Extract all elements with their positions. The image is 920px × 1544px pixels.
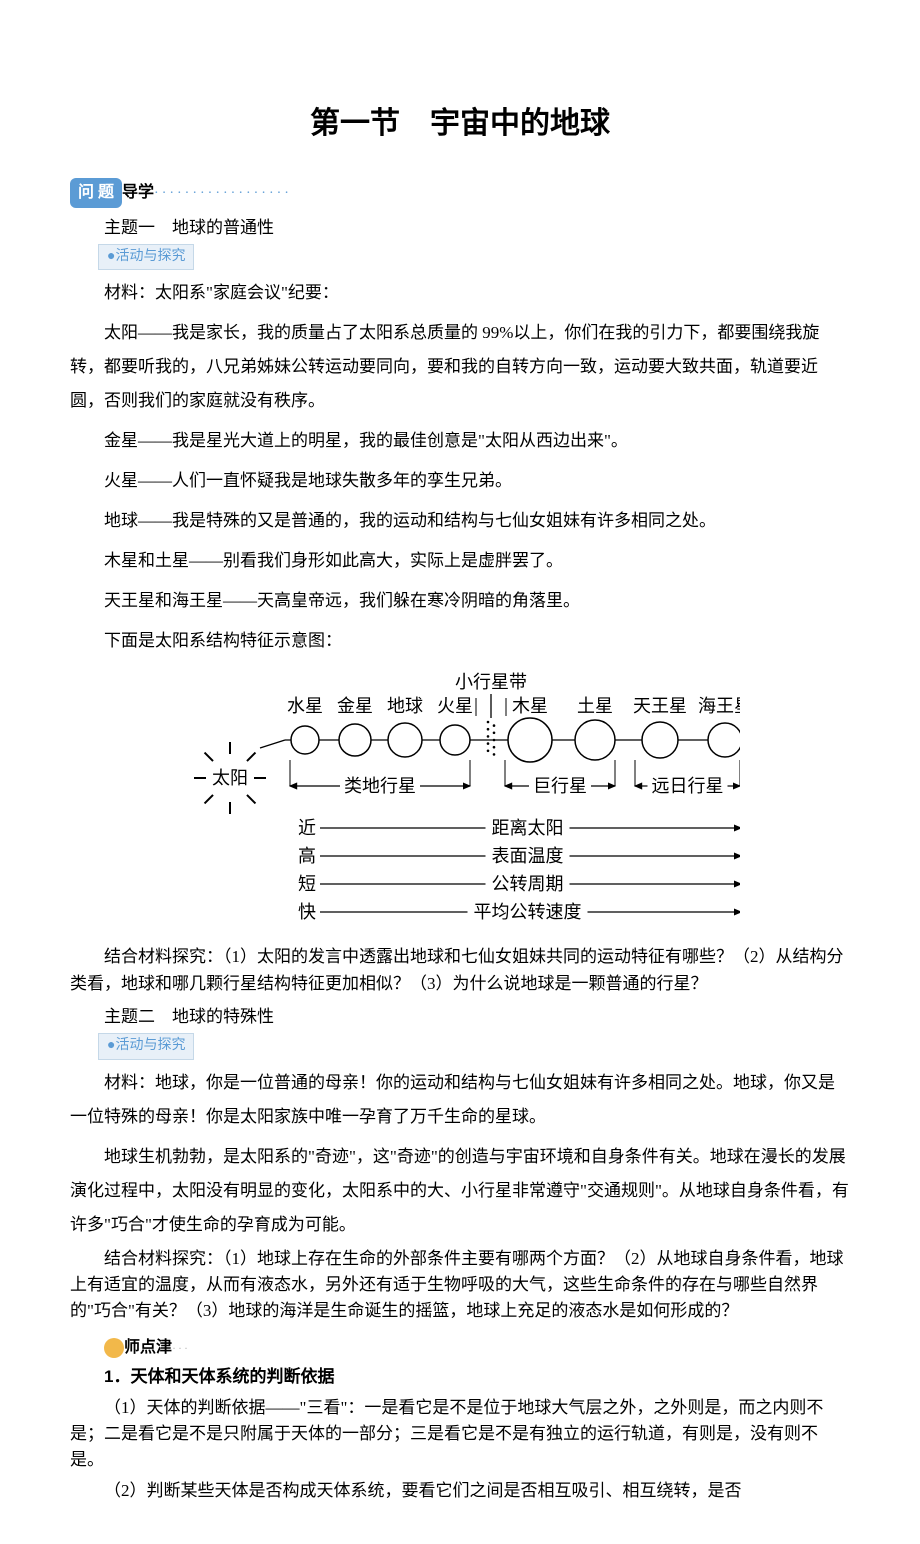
svg-text:高: 高 <box>298 846 316 866</box>
svg-text:近: 近 <box>298 818 316 838</box>
tips-label: 师点津 <box>124 1339 172 1356</box>
page-title: 第一节 宇宙中的地球 <box>70 100 850 148</box>
tips-item1-title: 1．天体和天体系统的判断依据 <box>70 1364 850 1390</box>
svg-text:太阳: 太阳 <box>212 768 248 788</box>
material-intro: 材料：太阳系"家庭会议"纪要： <box>70 276 850 310</box>
guide-badge: 问 题 <box>70 178 122 208</box>
activity-badge-2: ●活动与探究 <box>98 1033 194 1059</box>
svg-text:短: 短 <box>298 874 316 894</box>
theme2-p2: 地球生机勃勃，是太阳系的"奇迹"，这"奇迹"的创造与宇宙环境和自身条件有关。地球… <box>70 1140 850 1242</box>
tips-item1-p2: （2）判断某些天体是否构成天体系统，要看它们之间是否相互吸引、相互绕转，是否 <box>70 1478 850 1504</box>
theme1-p4: 地球——我是特殊的又是普通的，我的运动和结构与七仙女姐妹有许多相同之处。 <box>70 504 850 538</box>
theme1-questions: 结合材料探究：（1）太阳的发言中透露出地球和七仙女姐妹共同的运动特征有哪些？（2… <box>70 944 850 997</box>
svg-text:土星: 土星 <box>577 696 613 716</box>
svg-text:远日行星: 远日行星 <box>652 776 724 796</box>
guide-label: 导学 <box>122 184 154 201</box>
theme1-p5: 木星和土星——别看我们身形如此高大，实际上是虚胖罢了。 <box>70 544 850 578</box>
tips-badge-icon: 名 <box>104 1338 124 1358</box>
svg-text:表面温度: 表面温度 <box>492 846 564 866</box>
diagram-svg: 小行星带水星金星地球火星木星土星天王星海王星太阳类地行星巨行星远日行星近远距离太… <box>180 668 740 928</box>
tips-dots-icon: ··· <box>172 1341 190 1355</box>
theme1-label: 主题一 地球的普通性 <box>70 214 850 241</box>
activity-badge-1: ●活动与探究 <box>98 244 194 270</box>
svg-text:水星: 水星 <box>287 696 323 716</box>
svg-text:巨行星: 巨行星 <box>533 776 587 796</box>
svg-text:金星: 金星 <box>337 696 373 716</box>
svg-text:火星: 火星 <box>437 696 473 716</box>
tips-header: 名师点津··· <box>70 1333 850 1361</box>
svg-text:快: 快 <box>298 902 316 922</box>
svg-text:平均公转速度: 平均公转速度 <box>474 902 582 922</box>
svg-text:木星: 木星 <box>512 696 548 716</box>
svg-text:小行星带: 小行星带 <box>455 672 527 692</box>
theme2-p1: 材料：地球，你是一位普通的母亲！你的运动和结构与七仙女姐妹有许多相同之处。地球，… <box>70 1066 850 1134</box>
theme1-p1: 太阳——我是家长，我的质量占了太阳系总质量的 99%以上，你们在我的引力下，都要… <box>70 316 850 418</box>
dots-icon: ·················· <box>154 186 292 201</box>
solar-system-diagram: 小行星带水星金星地球火星木星土星天王星海王星太阳类地行星巨行星远日行星近远距离太… <box>70 668 850 936</box>
svg-text:海王星: 海王星 <box>698 696 740 716</box>
svg-text:类地行星: 类地行星 <box>344 776 416 796</box>
tips-item1-p1: （1）天体的判断依据——"三看"：一是看它是不是位于地球大气层之外，之外则是，而… <box>70 1395 850 1474</box>
theme2-questions: 结合材料探究：（1）地球上存在生命的外部条件主要有哪两个方面？（2）从地球自身条… <box>70 1246 850 1325</box>
theme1-p7: 下面是太阳系结构特征示意图： <box>70 624 850 658</box>
svg-text:距离太阳: 距离太阳 <box>492 818 564 838</box>
theme1-p2: 金星——我是星光大道上的明星，我的最佳创意是"太阳从西边出来"。 <box>70 424 850 458</box>
theme2-label: 主题二 地球的特殊性 <box>70 1003 850 1030</box>
svg-text:天王星: 天王星 <box>633 696 687 716</box>
theme1-p6: 天王星和海王星——天高皇帝远，我们躲在寒冷阴暗的角落里。 <box>70 584 850 618</box>
svg-text:公转周期: 公转周期 <box>492 874 564 894</box>
svg-text:地球: 地球 <box>387 696 423 716</box>
theme1-p3: 火星——人们一直怀疑我是地球失散多年的孪生兄弟。 <box>70 464 850 498</box>
section-guide-header: 问 题导学·················· <box>70 178 850 208</box>
